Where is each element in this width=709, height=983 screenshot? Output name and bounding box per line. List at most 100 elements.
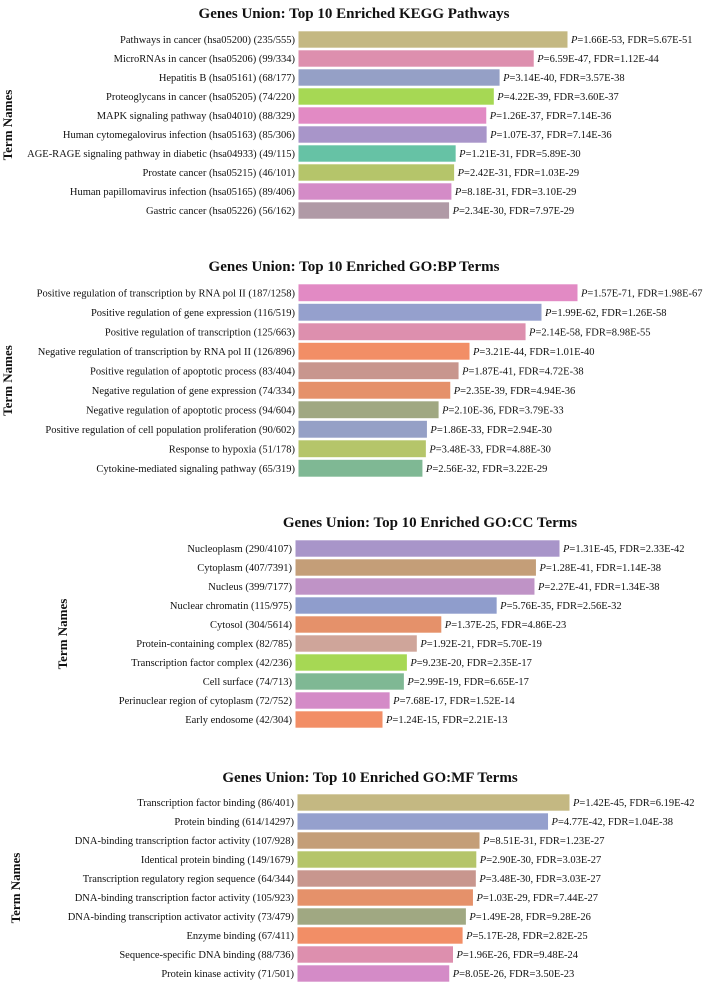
bar [297,322,527,342]
p-value: =4.22E-39, FDR=3.60E-37 [504,92,619,103]
bar [297,49,535,68]
p-value: =1.31E-45, FDR=2.33E-42 [569,544,684,555]
data-label: P=1.57E-71, FDR=1.98E-67 [580,288,703,299]
category-label: Enzyme binding (67/411) [186,931,294,942]
category-label: DNA-binding transcription factor activit… [75,836,295,847]
data-label: P=3.14E-40, FDR=3.57E-38 [502,73,625,84]
bar [297,125,488,144]
bar [297,341,471,361]
bar [294,653,408,672]
category-label: Early endosome (42/304) [185,715,292,726]
bar [297,163,456,182]
data-label: P=2.14E-58, FDR=8.98E-55 [528,327,651,338]
p-value: =2.56E-32, FDR=3.22E-29 [432,464,547,475]
chart-title: Genes Union: Top 10 Enriched KEGG Pathwa… [199,6,510,22]
data-label: P=3.48E-30, FDR=3.03E-27 [478,874,601,885]
data-label: P=6.59E-47, FDR=1.12E-44 [536,54,659,65]
y-axis-label: Term Names [55,599,70,670]
data-label: P=1.28E-41, FDR=1.14E-38 [538,563,661,574]
y-axis-label: Term Names [0,345,15,416]
data-label: P=1.37E-25, FDR=4.86E-23 [444,620,567,631]
category-label: Positive regulation of apoptotic process… [90,366,296,377]
p-value: =1.28E-41, FDR=1.14E-38 [546,563,661,574]
p-value: =1.24E-15, FDR=2.21E-13 [392,715,507,726]
category-label: Transcription factor binding (86/401) [137,798,294,809]
data-label: P=1.96E-26, FDR=9.48E-24 [455,950,578,961]
data-label: P=1.07E-37, FDR=7.14E-36 [489,130,612,141]
category-label: Sequence-specific DNA binding (88/736) [119,950,294,961]
p-value: =5.17E-28, FDR=2.82E-25 [473,931,588,942]
data-label: P=1.21E-31, FDR=5.89E-30 [458,149,581,160]
p-value: =9.23E-20, FDR=2.35E-17 [417,658,532,669]
p-value: =1.87E-41, FDR=4.72E-38 [468,366,583,377]
category-label: Perinuclear region of cytoplasm (72/752) [119,696,293,707]
p-value: =2.34E-30, FDR=7.97E-29 [459,206,574,217]
bar [294,672,405,691]
p-value: =7.68E-17, FDR=1.52E-14 [400,696,516,707]
p-value: =1.99E-62, FDR=1.26E-58 [551,308,666,319]
category-label: Gastric cancer (hsa05226) (56/162) [146,206,295,217]
p-value: =1.92E-21, FDR=5.70E-19 [427,639,542,650]
bar [297,419,428,439]
bar [296,907,467,926]
bar [294,634,418,653]
p-value: =8.51E-31, FDR=1.23E-27 [489,836,604,847]
category-label: Cytosol (304/5614) [210,620,292,631]
data-label: P=5.17E-28, FDR=2.82E-25 [465,931,588,942]
bar [297,380,452,400]
data-label: P=1.86E-33, FDR=2.94E-30 [429,425,552,436]
category-label: Cell surface (74/713) [203,677,293,688]
category-label: Positive regulation of transcription by … [37,288,296,299]
category-label: Proteoglycans in cancer (hsa05205) (74/2… [106,92,295,103]
category-label: DNA-binding transcription activator acti… [68,912,295,923]
p-value: =2.35E-39, FDR=4.94E-36 [460,386,575,397]
category-label: Human papillomavirus infection (hsa05165… [70,187,296,198]
p-value: =1.42E-45, FDR=6.19E-42 [579,798,694,809]
bar [297,144,457,163]
category-label: Hepatitis B (hsa05161) (68/177) [159,73,296,84]
category-label: Negative regulation of transcription by … [38,347,296,358]
p-value: =1.66E-53, FDR=5.67E-51 [577,35,692,46]
data-label: P=2.27E-41, FDR=1.34E-38 [537,582,660,593]
category-label: Cytoplasm (407/7391) [197,563,292,574]
data-label: P=3.48E-33, FDR=4.88E-30 [428,444,551,455]
chart-title: Genes Union: Top 10 Enriched GO:BP Terms [209,259,500,275]
category-label: Identical protein binding (149/1679) [141,855,295,866]
bar [294,710,384,729]
category-label: Positive regulation of transcription (12… [105,327,296,338]
category-label: Response to hypoxia (51/178) [169,444,296,455]
bar [297,106,488,125]
p-value: =2.99E-19, FDR=6.65E-17 [414,677,529,688]
data-label: P=4.22E-39, FDR=3.60E-37 [496,92,619,103]
bar [297,30,569,49]
y-axis-label: Term Names [0,90,15,161]
data-label: P=4.77E-42, FDR=1.04E-38 [551,817,674,828]
chart-panel: Genes Union: Top 10 Enriched GO:BP Terms… [0,259,703,478]
category-label: DNA-binding transcription factor activit… [75,893,295,904]
category-label: Positive regulation of gene expression (… [91,308,296,319]
chart-panel: Genes Union: Top 10 Enriched GO:CC Terms… [55,515,685,729]
p-value: =4.77E-42, FDR=1.04E-38 [558,817,673,828]
bar [297,439,427,459]
chart-title: Genes Union: Top 10 Enriched GO:MF Terms [222,770,517,786]
data-label: P=1.92E-21, FDR=5.70E-19 [419,639,542,650]
p-value: =2.42E-31, FDR=1.03E-29 [464,168,579,179]
data-label: P=8.18E-31, FDR=3.10E-29 [454,187,577,198]
category-label: Cytokine-mediated signaling pathway (65/… [96,464,295,475]
category-label: Human cytomegalovirus infection (hsa0516… [63,130,296,141]
chart-title: Genes Union: Top 10 Enriched GO:CC Terms [283,515,577,531]
bar [297,87,495,106]
p-value: =8.18E-31, FDR=3.10E-29 [461,187,576,198]
p-value: =1.57E-71, FDR=1.98E-67 [587,288,702,299]
bar [296,850,478,869]
data-label: P=1.03E-29, FDR=7.44E-27 [475,893,598,904]
chart-panel: Genes Union: Top 10 Enriched KEGG Pathwa… [0,6,693,220]
category-label: Nucleoplasm (290/4107) [187,544,292,555]
category-label: Negative regulation of gene expression (… [92,386,296,397]
data-label: P=2.56E-32, FDR=3.22E-29 [425,464,548,475]
y-axis-label: Term Names [8,853,23,924]
category-label: Prostate cancer (hsa05215) (46/101) [143,168,296,179]
category-label: Protein binding (614/14297) [174,817,294,828]
data-label: P=8.05E-26, FDR=3.50E-23 [452,969,575,980]
